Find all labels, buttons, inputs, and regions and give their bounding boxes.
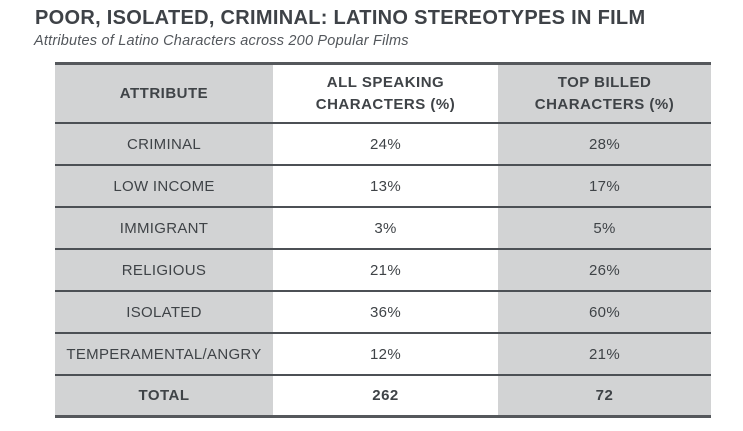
all-speaking-value: 13% bbox=[273, 166, 498, 206]
all-speaking-value: 24% bbox=[273, 124, 498, 164]
all-speaking-value: 12% bbox=[273, 334, 498, 374]
top-billed-value: 21% bbox=[498, 334, 711, 374]
attribute-label: IMMIGRANT bbox=[55, 208, 273, 248]
page-subtitle: Attributes of Latino Characters across 2… bbox=[34, 33, 409, 49]
table-row-low-income: LOW INCOME 13% 17% bbox=[55, 166, 711, 208]
total-top-billed-value: 72 bbox=[498, 376, 711, 415]
column-header-all-speaking: ALL SPEAKING CHARACTERS (%) bbox=[273, 65, 498, 122]
table-row-isolated: ISOLATED 36% 60% bbox=[55, 292, 711, 334]
table-row-temperamental-angry: TEMPERAMENTAL/ANGRY 12% 21% bbox=[55, 334, 711, 376]
all-speaking-value: 3% bbox=[273, 208, 498, 248]
column-header-attribute: ATTRIBUTE bbox=[55, 65, 273, 122]
table-row-criminal: CRIMINAL 24% 28% bbox=[55, 124, 711, 166]
table-header-row: ATTRIBUTE ALL SPEAKING CHARACTERS (%) TO… bbox=[55, 65, 711, 124]
attribute-label: ISOLATED bbox=[55, 292, 273, 332]
total-label: TOTAL bbox=[55, 376, 273, 415]
top-billed-value: 60% bbox=[498, 292, 711, 332]
column-header-top-billed: TOP BILLED CHARACTERS (%) bbox=[498, 65, 711, 122]
top-billed-value: 26% bbox=[498, 250, 711, 290]
attribute-label: LOW INCOME bbox=[55, 166, 273, 206]
top-billed-value: 5% bbox=[498, 208, 711, 248]
attribute-label: RELIGIOUS bbox=[55, 250, 273, 290]
table-row-total: TOTAL 262 72 bbox=[55, 376, 711, 415]
attribute-label: TEMPERAMENTAL/ANGRY bbox=[55, 334, 273, 374]
stereotypes-table: ATTRIBUTE ALL SPEAKING CHARACTERS (%) TO… bbox=[55, 62, 711, 418]
table-row-religious: RELIGIOUS 21% 26% bbox=[55, 250, 711, 292]
top-billed-value: 17% bbox=[498, 166, 711, 206]
all-speaking-value: 36% bbox=[273, 292, 498, 332]
page-title: POOR, ISOLATED, CRIMINAL: LATINO STEREOT… bbox=[35, 7, 646, 29]
total-all-speaking-value: 262 bbox=[273, 376, 498, 415]
all-speaking-value: 21% bbox=[273, 250, 498, 290]
table-row-immigrant: IMMIGRANT 3% 5% bbox=[55, 208, 711, 250]
attribute-label: CRIMINAL bbox=[55, 124, 273, 164]
top-billed-value: 28% bbox=[498, 124, 711, 164]
